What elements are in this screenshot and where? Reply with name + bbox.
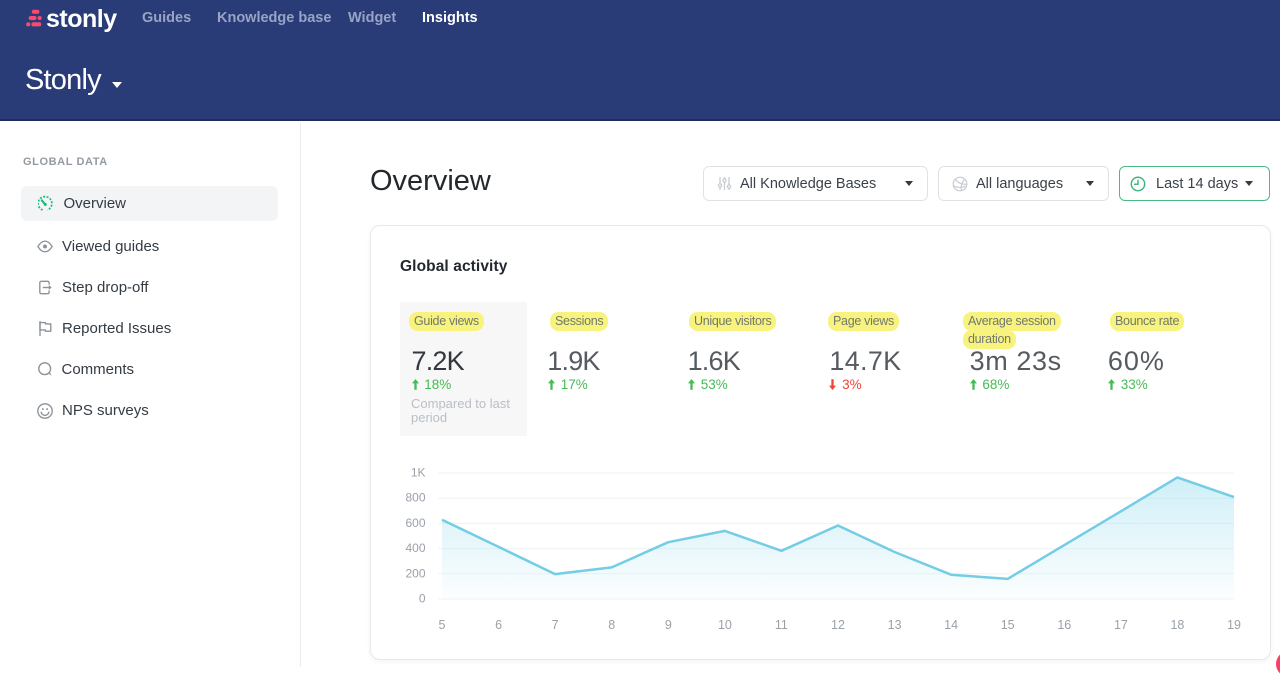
svg-text:12: 12 <box>831 618 845 632</box>
svg-text:11: 11 <box>775 618 788 632</box>
svg-text:600: 600 <box>405 516 425 530</box>
svg-text:14: 14 <box>944 618 958 632</box>
svg-text:18: 18 <box>1170 618 1184 632</box>
svg-text:800: 800 <box>405 491 425 505</box>
svg-text:7: 7 <box>552 618 559 632</box>
svg-text:5: 5 <box>439 618 446 632</box>
svg-text:19: 19 <box>1227 618 1241 632</box>
svg-text:200: 200 <box>405 566 425 580</box>
svg-text:10: 10 <box>718 618 732 632</box>
svg-text:17: 17 <box>1114 618 1128 632</box>
svg-text:6: 6 <box>495 618 502 632</box>
svg-text:9: 9 <box>665 618 672 632</box>
svg-text:15: 15 <box>1001 618 1015 632</box>
svg-text:16: 16 <box>1057 618 1071 632</box>
svg-text:8: 8 <box>608 618 615 632</box>
svg-text:0: 0 <box>419 592 426 606</box>
svg-text:400: 400 <box>405 541 425 555</box>
svg-text:13: 13 <box>888 618 902 632</box>
svg-text:1K: 1K <box>411 466 426 480</box>
